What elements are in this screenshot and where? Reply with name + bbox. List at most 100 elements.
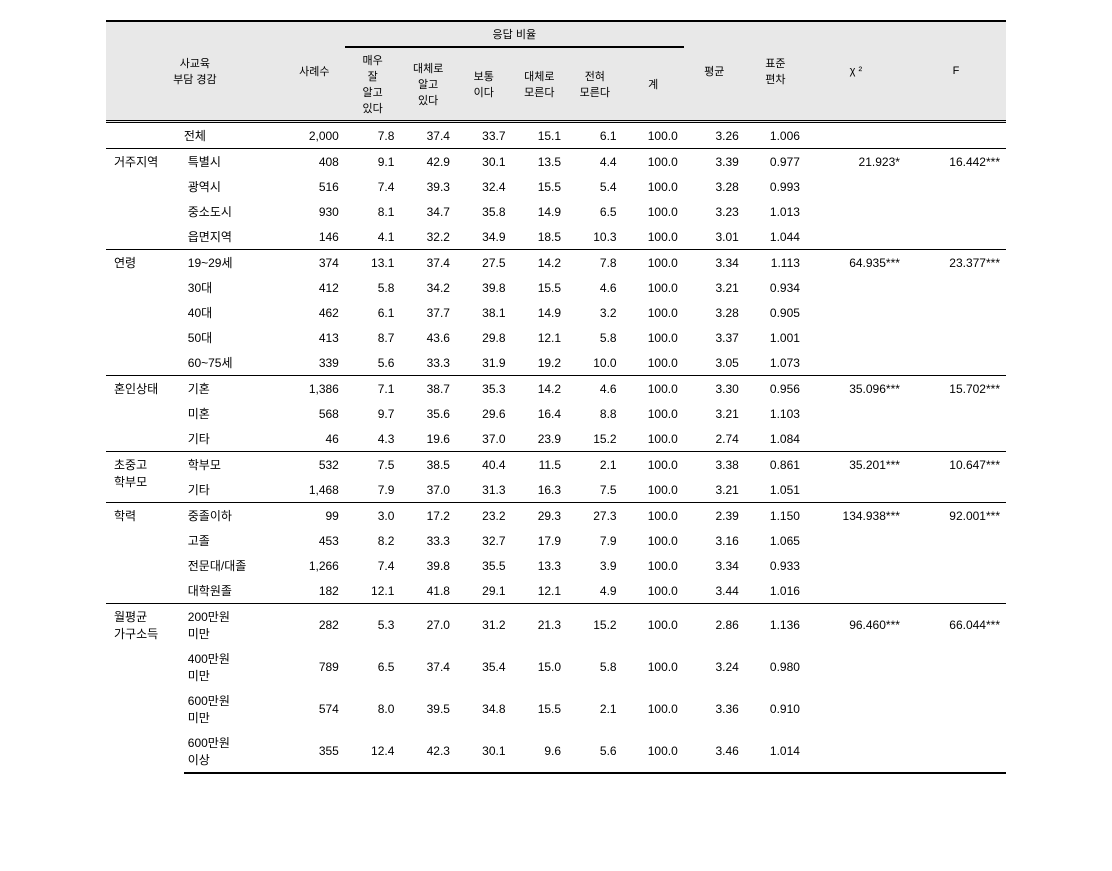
group-label: 초중고학부모 [106, 452, 184, 503]
val-3: 15.0 [512, 646, 568, 688]
f: 15.702*** [906, 376, 1006, 402]
sub-label: 전문대/대졸 [184, 553, 284, 578]
chi2 [806, 646, 906, 688]
sub-label: 기타 [184, 477, 284, 503]
val-0: 9.7 [345, 401, 401, 426]
f [906, 275, 1006, 300]
chi2 [806, 426, 906, 452]
val-2: 29.8 [456, 325, 512, 350]
header-response-ratio: 응답 비율 [345, 21, 684, 47]
sd: 0.910 [745, 688, 806, 730]
val-2: 29.1 [456, 578, 512, 604]
chi2 [806, 688, 906, 730]
val-3: 12.1 [512, 578, 568, 604]
val-4: 7.5 [567, 477, 623, 503]
header-chi2: χ ² [806, 21, 906, 122]
val-1: 37.7 [400, 300, 456, 325]
val-3: 29.3 [512, 503, 568, 529]
cases: 1,386 [284, 376, 345, 402]
table-row: 혼인상태기혼1,3867.138.735.314.24.6100.03.300.… [106, 376, 1006, 402]
val-1: 17.2 [400, 503, 456, 529]
header-col-3: 대체로모른다 [512, 47, 568, 122]
sub-label: 30대 [184, 275, 284, 300]
val-3: 15.5 [512, 688, 568, 730]
val-0: 4.3 [345, 426, 401, 452]
mean: 3.16 [684, 528, 745, 553]
val-1: 37.4 [400, 646, 456, 688]
sub-label: 특별시 [184, 149, 284, 175]
val-1: 35.6 [400, 401, 456, 426]
val-0: 7.1 [345, 376, 401, 402]
sd: 1.073 [745, 350, 806, 376]
val-1: 43.6 [400, 325, 456, 350]
f [906, 300, 1006, 325]
sub-label: 40대 [184, 300, 284, 325]
total-val-3: 15.1 [512, 122, 568, 149]
val-2: 23.2 [456, 503, 512, 529]
sd: 0.934 [745, 275, 806, 300]
sub-label: 400만원미만 [184, 646, 284, 688]
sub-label: 미혼 [184, 401, 284, 426]
val-4: 5.8 [567, 325, 623, 350]
total-val-0: 7.8 [345, 122, 401, 149]
val-4: 4.6 [567, 275, 623, 300]
f [906, 688, 1006, 730]
table-row: 연령19~29세37413.137.427.514.27.8100.03.341… [106, 250, 1006, 276]
f: 92.001*** [906, 503, 1006, 529]
sub-label: 600만원이상 [184, 730, 284, 773]
val-0: 9.1 [345, 149, 401, 175]
chi2 [806, 325, 906, 350]
header-col-2: 보통이다 [456, 47, 512, 122]
sd: 1.065 [745, 528, 806, 553]
val-5: 100.0 [623, 553, 684, 578]
f [906, 477, 1006, 503]
sd: 0.977 [745, 149, 806, 175]
val-2: 35.8 [456, 199, 512, 224]
val-0: 7.4 [345, 553, 401, 578]
table-row: 30대4125.834.239.815.54.6100.03.210.934 [106, 275, 1006, 300]
val-0: 5.6 [345, 350, 401, 376]
sd: 1.113 [745, 250, 806, 276]
table-row: 기타1,4687.937.031.316.37.5100.03.211.051 [106, 477, 1006, 503]
survey-table: 사교육부담 경감 사례수 응답 비율 평균 표준편차 χ ² F 매우잘알고있다… [106, 20, 1006, 774]
val-4: 5.6 [567, 730, 623, 773]
val-5: 100.0 [623, 174, 684, 199]
table-row: 읍면지역1464.132.234.918.510.3100.03.011.044 [106, 224, 1006, 250]
header-mean: 평균 [684, 21, 745, 122]
mean: 3.36 [684, 688, 745, 730]
val-2: 32.4 [456, 174, 512, 199]
val-2: 31.9 [456, 350, 512, 376]
val-4: 4.9 [567, 578, 623, 604]
chi2: 64.935*** [806, 250, 906, 276]
val-0: 6.5 [345, 646, 401, 688]
cases: 339 [284, 350, 345, 376]
val-1: 42.3 [400, 730, 456, 773]
chi2 [806, 401, 906, 426]
table-row: 600만원미만5748.039.534.815.52.1100.03.360.9… [106, 688, 1006, 730]
table-row: 거주지역특별시4089.142.930.113.54.4100.03.390.9… [106, 149, 1006, 175]
sub-label: 중소도시 [184, 199, 284, 224]
val-4: 15.2 [567, 604, 623, 647]
val-4: 3.2 [567, 300, 623, 325]
group-label: 학력 [106, 503, 184, 604]
sd: 0.993 [745, 174, 806, 199]
table-row: 초중고학부모학부모5327.538.540.411.52.1100.03.380… [106, 452, 1006, 478]
val-0: 5.8 [345, 275, 401, 300]
mean: 3.38 [684, 452, 745, 478]
sub-label: 50대 [184, 325, 284, 350]
mean: 3.30 [684, 376, 745, 402]
f: 10.647*** [906, 452, 1006, 478]
val-5: 100.0 [623, 578, 684, 604]
chi2 [806, 275, 906, 300]
sd: 0.861 [745, 452, 806, 478]
val-0: 4.1 [345, 224, 401, 250]
total-label: 전체 [106, 122, 284, 149]
val-0: 12.1 [345, 578, 401, 604]
chi2 [806, 174, 906, 199]
chi2: 35.096*** [806, 376, 906, 402]
table-body: 전체2,0007.837.433.715.16.1100.03.261.006거… [106, 122, 1006, 774]
group-label: 거주지역 [106, 149, 184, 250]
sub-label: 60~75세 [184, 350, 284, 376]
val-2: 34.9 [456, 224, 512, 250]
mean: 3.37 [684, 325, 745, 350]
